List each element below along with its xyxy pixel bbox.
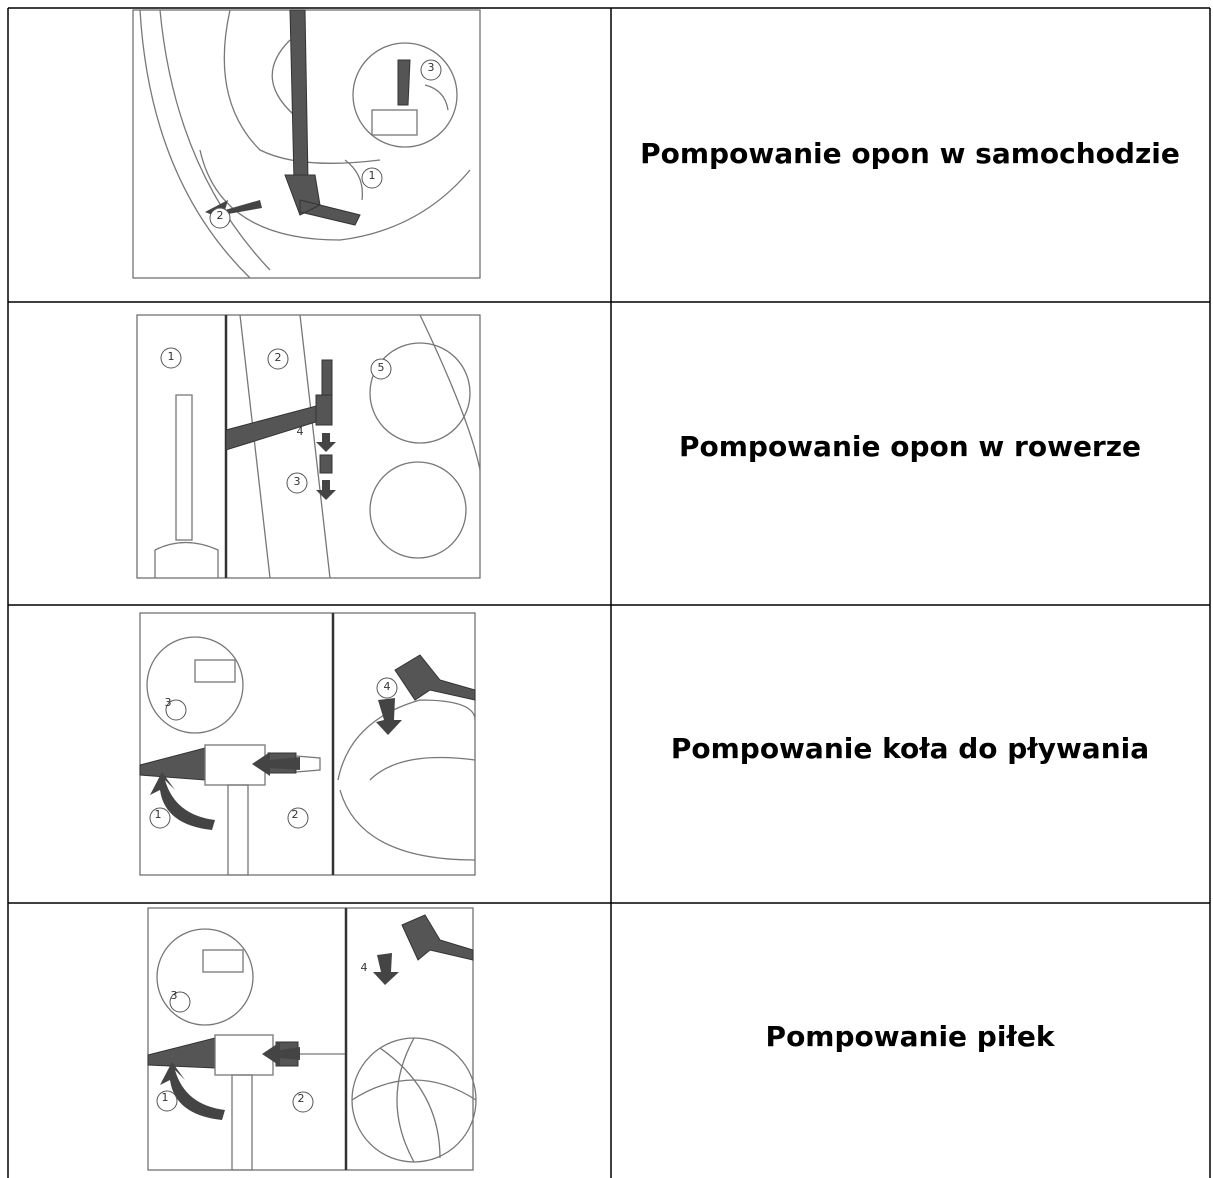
- callout: 2: [292, 808, 299, 821]
- table-grid: [7, 7, 1211, 1178]
- callout: 1: [369, 169, 376, 182]
- callout: 3: [171, 989, 178, 1002]
- callout: 5: [378, 361, 385, 374]
- row-label: Pompowanie koła do pływania: [671, 732, 1149, 765]
- callout: 3: [294, 475, 301, 488]
- callout: 2: [275, 351, 282, 364]
- callout: 2: [217, 209, 224, 222]
- callout: 1: [162, 1091, 169, 1104]
- callout: 1: [155, 808, 162, 821]
- row-label: Pompowanie opon w samochodzie: [640, 137, 1180, 170]
- callout: 4: [361, 961, 368, 974]
- callout: 3: [165, 696, 172, 709]
- row-label: Pompowanie opon w rowerze: [679, 430, 1141, 463]
- callout: 4: [384, 680, 391, 693]
- callout: 3: [428, 61, 435, 74]
- row-label: Pompowanie piłek: [766, 1020, 1056, 1053]
- illustration-bicycle: 1 2 5 4 3: [136, 314, 481, 579]
- callout: 1: [168, 350, 175, 363]
- illustration-car: 3 1 2: [132, 9, 481, 279]
- illustration-ball: 4 3 1 2: [147, 907, 477, 1171]
- callout: 4: [297, 425, 304, 438]
- illustration-swim-ring: 4 3 1 2: [139, 612, 476, 876]
- callout: 2: [298, 1092, 305, 1105]
